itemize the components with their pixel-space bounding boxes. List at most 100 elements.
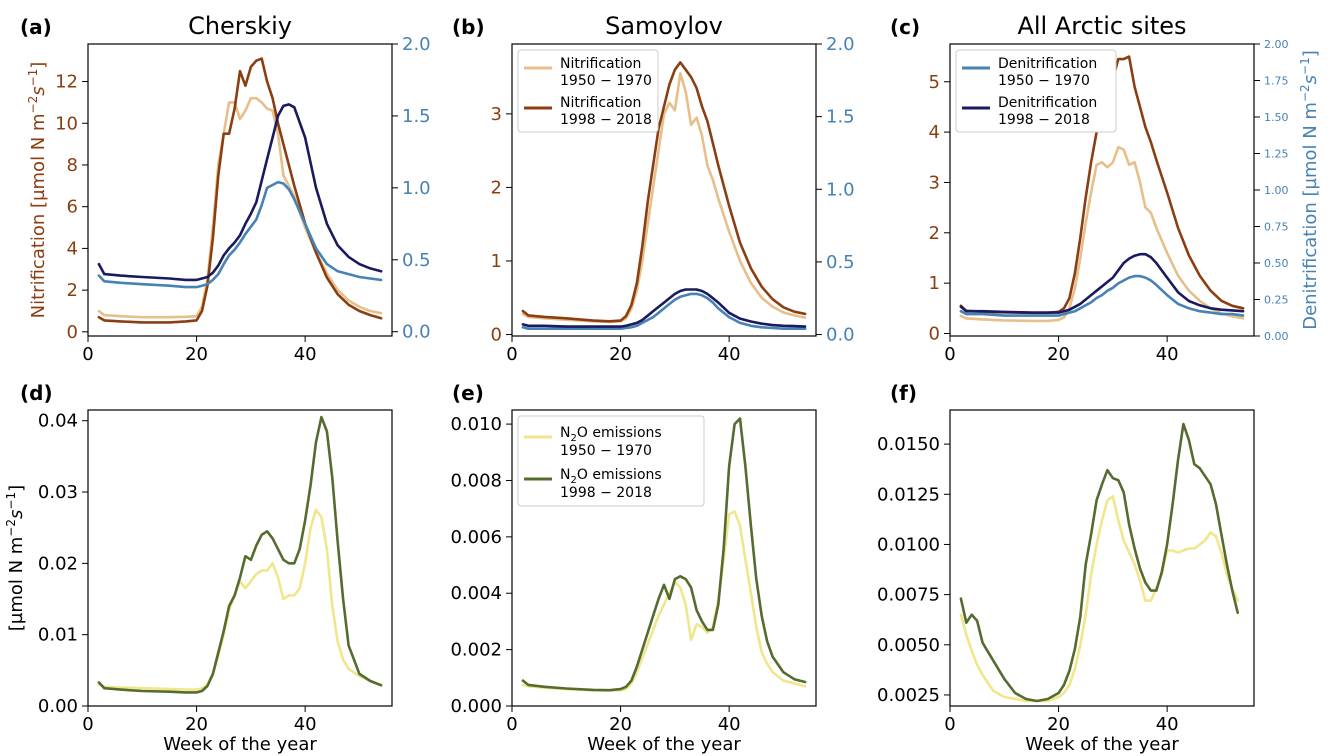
y-tick-label-left-a-3: 6: [67, 197, 78, 218]
n2o-early-sub: 2: [570, 433, 576, 444]
n2o-axis-s: s: [6, 510, 27, 519]
x-tick-label-c-20: 20: [1047, 344, 1070, 365]
x-tick-label-f-20: 20: [1047, 714, 1070, 735]
y-axis-label-n2o: [µmol N m−2s−1]: [4, 485, 27, 631]
series-line-e-n2o-early: [521, 510, 807, 692]
y-tick-label-right-c-4: 1.00: [1264, 184, 1289, 197]
legend-label-den-late-period: 1998 − 2018: [998, 112, 1090, 128]
y-tick-label-right-c-7: 1.75: [1264, 75, 1289, 88]
y-axis-left-c: 0 1 2 3 4 5: [929, 72, 950, 344]
panel-title-a: Cherskiy: [188, 12, 292, 40]
x-axis-label-e: Week of the year: [587, 734, 741, 755]
y-tick-label-left-f-5: 0.0150: [877, 434, 940, 455]
series-line-c-den-early: [959, 274, 1245, 317]
y-tick-label-left-c-4: 4: [929, 122, 940, 143]
panel-d: (d) 0 20 40 0.00 0.01 0.02 0.03 0.04 Week of t…: [4, 381, 393, 755]
legend-label-den-early: Denitrification: [998, 56, 1097, 72]
y-tick-label-right-a-2: 1.0: [402, 178, 431, 199]
y-axis-left-a: 0 2 4 6 8 10 12: [55, 72, 88, 343]
y-axis-right-b: 0.0 0.5 1.0 1.5 2.0: [816, 34, 855, 346]
y-tick-label-left-c-2: 2: [929, 223, 940, 244]
legend-label-n2o-early-period: 1950 − 1970: [560, 443, 652, 459]
panel-title-b: Samoylov: [605, 12, 723, 40]
x-tick-label-f-40: 40: [1156, 714, 1179, 735]
legend-label-nit-late-period: 1998 − 2018: [560, 112, 652, 128]
legend-label-nit-late: Nitrification: [560, 95, 641, 111]
den-axis-s-exp: −1: [1298, 57, 1312, 75]
den-axis-end: ]: [1300, 50, 1321, 57]
panel-label-e: (e): [452, 381, 484, 405]
x-tick-label-d-40: 40: [294, 714, 317, 735]
plot-frame-f: [949, 409, 1255, 707]
panel-label-a: (a): [20, 15, 52, 39]
y-tick-label-left-c-5: 5: [929, 72, 940, 93]
y-tick-label-right-a-0: 0.0: [402, 322, 431, 343]
legend-label-n2o-late-period: 1998 − 2018: [560, 485, 652, 501]
panel-a: (a) Cherskiy 0 20 40 0 2 4 6 8 10 12 0.0 0.5 1.0 1.…: [20, 12, 431, 365]
series-layer-e: [521, 417, 807, 692]
n2o-axis-s-exp: −1: [4, 492, 18, 510]
legend-label-nit-early: Nitrification: [560, 56, 641, 72]
x-axis-c: 0 20 40: [944, 336, 1179, 365]
x-tick-label-c-40: 40: [1156, 344, 1179, 365]
n2o-early-rest: O emissions: [577, 425, 662, 441]
y-tick-label-left-a-0: 0: [67, 322, 78, 343]
legend-box-b: [517, 49, 659, 133]
x-tick-label-d-0: 0: [82, 714, 93, 735]
y-tick-label-right-b-0: 0.0: [826, 325, 855, 346]
den-axis-text: Denitrification [µmol N m: [1300, 102, 1321, 330]
y-tick-label-left-e-3: 0.006: [450, 527, 502, 548]
series-layer-a: [97, 57, 383, 324]
y-tick-label-left-e-0: 0.000: [450, 696, 502, 717]
y-tick-label-left-e-2: 0.004: [450, 583, 502, 604]
series-line-c-nit-early: [959, 145, 1245, 323]
legend-c: Denitrification 1950 − 1970 Denitrificat…: [955, 49, 1117, 133]
x-tick-label-c-0: 0: [944, 344, 955, 365]
series-line-f-n2o-early: [959, 495, 1239, 703]
y-tick-label-left-f-2: 0.0075: [877, 585, 940, 606]
y-tick-label-left-e-1: 0.002: [450, 640, 502, 661]
y-tick-label-right-c-2: 0.50: [1264, 257, 1289, 270]
x-axis-a: 0 20 40: [82, 336, 317, 365]
y-tick-label-left-d-4: 0.04: [38, 411, 78, 432]
legend-label-den-early-period: 1950 − 1970: [998, 73, 1090, 89]
panel-e: (e) 0 20 40 0.000 0.002 0.004 0.006 0.008 0.010…: [450, 381, 817, 755]
series-line-a-den-late: [97, 103, 383, 282]
series-line-b-nit-late: [521, 61, 807, 323]
y-tick-label-right-b-1: 0.5: [826, 252, 855, 273]
x-axis-b: 0 20 40: [506, 336, 741, 365]
x-tick-label-e-0: 0: [506, 714, 517, 735]
plot-frame-e: [511, 409, 817, 707]
y-tick-label-left-f-3: 0.0100: [877, 534, 940, 555]
y-axis-right-a: 0.0 0.5 1.0 1.5 2.0: [392, 34, 431, 343]
den-axis-s: s: [1300, 75, 1321, 84]
y-tick-label-right-c-6: 1.50: [1264, 111, 1289, 124]
series-line-b-den-late: [521, 288, 807, 328]
x-tick-label-f-0: 0: [944, 714, 955, 735]
y-axis-label-denitrification: Denitrification [µmol N m−2s−1]: [1298, 50, 1321, 330]
x-axis-d: 0 20 40: [82, 706, 317, 735]
legend-label-den-late: Denitrification: [998, 95, 1097, 111]
y-tick-label-left-d-0: 0.00: [38, 696, 78, 717]
y-tick-label-left-c-3: 3: [929, 172, 940, 193]
y-axis-left-b: 0 1 2 3: [491, 104, 512, 346]
series-layer-f: [959, 422, 1239, 703]
x-axis-e: 0 20 40: [506, 706, 741, 735]
n2o-late-rest: O emissions: [577, 467, 662, 483]
y-tick-label-left-b-1: 1: [491, 251, 502, 272]
nit-axis-s-exp: −1: [26, 69, 40, 87]
y-tick-label-left-a-5: 10: [55, 113, 78, 134]
y-tick-label-left-b-3: 3: [491, 104, 502, 125]
y-tick-label-right-c-3: 0.75: [1264, 221, 1289, 234]
nit-axis-exp: −2: [26, 96, 40, 114]
x-tick-label-b-0: 0: [506, 344, 517, 365]
x-axis-label-d: Week of the year: [163, 734, 317, 755]
y-tick-label-left-d-2: 0.02: [38, 553, 78, 574]
x-tick-label-a-0: 0: [82, 344, 93, 365]
series-line-f-n2o-late: [959, 422, 1239, 703]
n2o-axis-exp: −2: [4, 519, 18, 537]
y-tick-label-left-e-5: 0.010: [450, 414, 502, 435]
y-tick-label-left-d-3: 0.03: [38, 482, 78, 503]
y-tick-label-left-a-1: 2: [67, 280, 78, 301]
